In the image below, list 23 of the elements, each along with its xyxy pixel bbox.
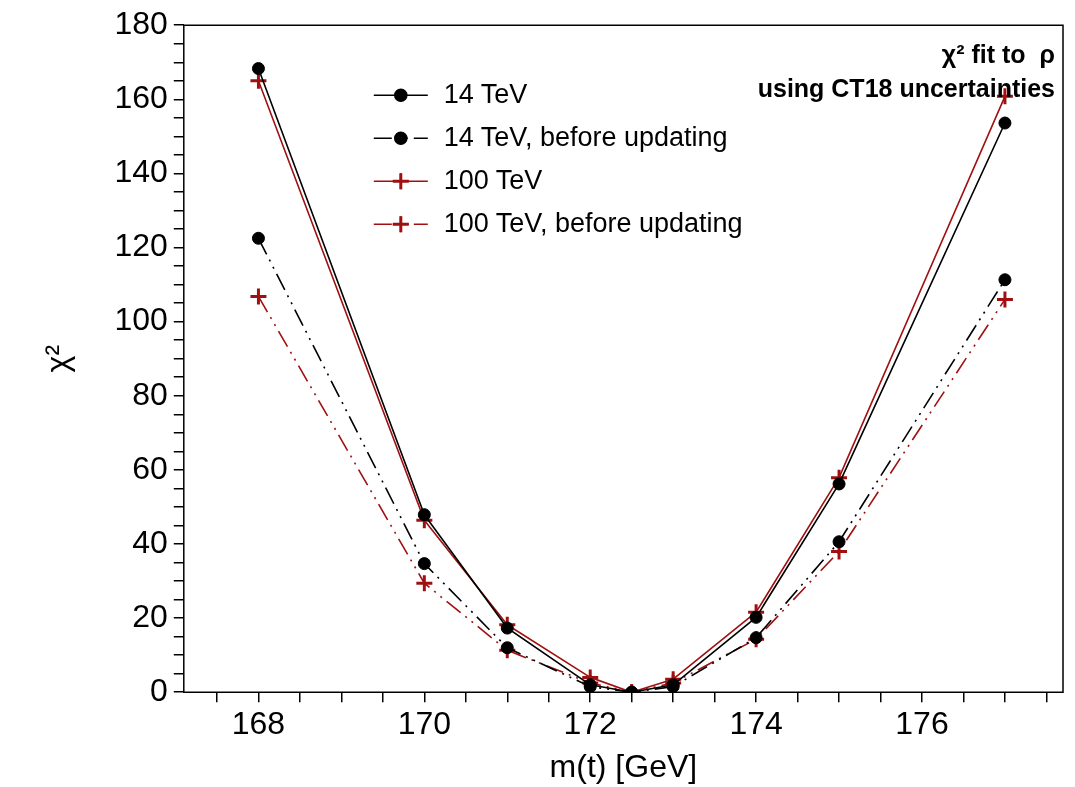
y-tick-label: 160 bbox=[114, 79, 168, 116]
y-tick-label: 180 bbox=[114, 5, 168, 42]
legend-label: 100 TeV, before updating bbox=[443, 207, 743, 238]
x-tick-label: 172 bbox=[563, 705, 617, 742]
legend-label: 14 TeV bbox=[443, 78, 528, 109]
y-tick-label: 40 bbox=[132, 523, 168, 560]
y-tick-label: 100 bbox=[114, 301, 168, 338]
y-tick-label: 120 bbox=[114, 227, 168, 264]
annotation: using CT18 uncertainties bbox=[757, 73, 1055, 102]
x-tick-label: 174 bbox=[729, 705, 783, 742]
x-axis-title: m(t) [GeV] bbox=[549, 747, 698, 784]
legend-label: 14 TeV, before updating bbox=[443, 121, 728, 152]
y-tick-label: 20 bbox=[132, 597, 168, 634]
x-tick-label: 176 bbox=[895, 705, 949, 742]
x-tick-label: 170 bbox=[397, 705, 452, 742]
y-tick-label: 140 bbox=[114, 153, 168, 190]
y-tick-label: 80 bbox=[132, 375, 168, 412]
legend-label: 100 TeV bbox=[443, 164, 543, 195]
y-axis-title: χ² bbox=[39, 344, 76, 373]
y-tick-label: 0 bbox=[149, 672, 168, 709]
x-tick-label: 168 bbox=[231, 705, 286, 742]
y-tick-label: 60 bbox=[132, 449, 168, 486]
annotation: χ² fit to ρ bbox=[941, 39, 1055, 68]
